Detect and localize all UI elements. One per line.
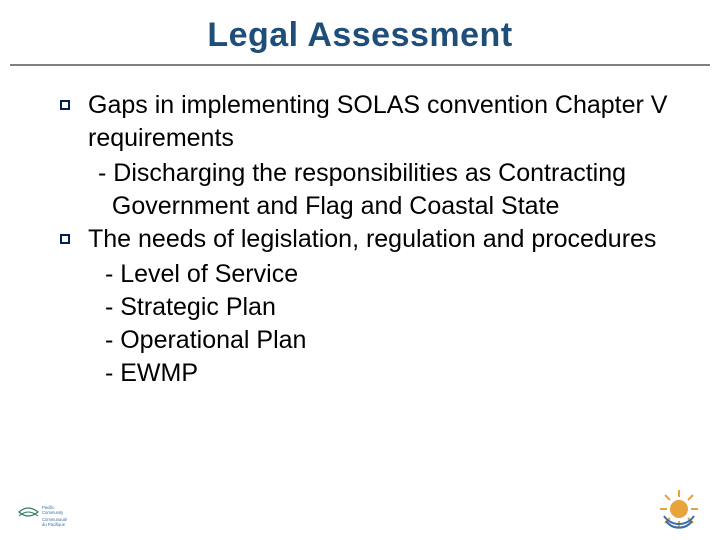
sub-line: - Operational Plan	[98, 324, 696, 357]
slide-title: Legal Assessment	[0, 16, 720, 55]
body-area: Gaps in implementing SOLAS convention Ch…	[0, 55, 720, 390]
logo-text: Community	[42, 510, 64, 515]
bullet-item: The needs of legislation, regulation and…	[60, 223, 696, 256]
title-area: Legal Assessment	[0, 0, 720, 55]
square-bullet-icon	[60, 234, 70, 244]
sun-icon	[670, 500, 688, 518]
square-bullet-icon	[60, 100, 70, 110]
slide: Legal Assessment Gaps in implementing SO…	[0, 0, 720, 540]
sun-emblem-logo	[656, 486, 702, 532]
sub-line: - Strategic Plan	[98, 291, 696, 324]
sub-line: - Level of Service	[98, 258, 696, 291]
bullet-text: Gaps in implementing SOLAS convention Ch…	[88, 89, 696, 155]
title-divider	[10, 64, 710, 66]
sub-line: - Discharging the responsibilities as Co…	[98, 157, 696, 190]
pacific-community-logo: Pacific Community Communauté du Pacifiqu…	[18, 502, 78, 530]
sub-line: Government and Flag and Coastal State	[98, 190, 696, 223]
logo-text: du Pacifique	[42, 522, 66, 527]
sub-line: - EWMP	[98, 357, 696, 390]
bullet-text: The needs of legislation, regulation and…	[88, 223, 656, 256]
bullet-item: Gaps in implementing SOLAS convention Ch…	[60, 89, 696, 155]
